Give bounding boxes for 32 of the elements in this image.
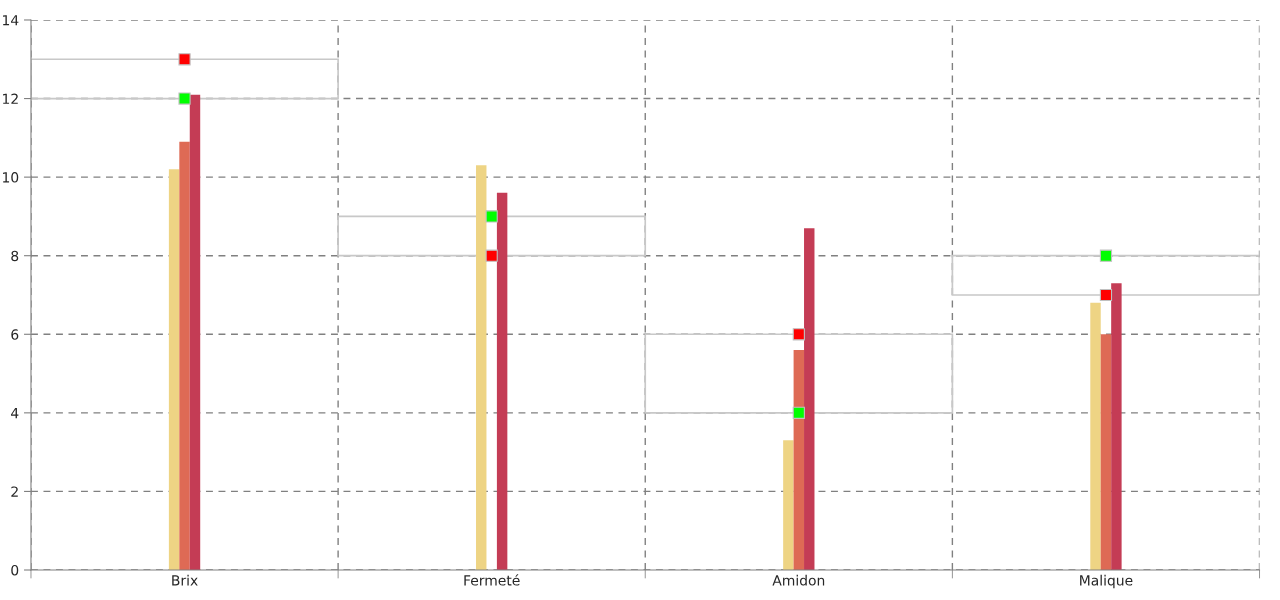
y-tick-label: 6 [11,329,19,340]
point [485,210,498,223]
x-tick-label: Brix [172,574,198,586]
bar [476,165,487,570]
point [792,328,805,341]
x-tick-label: Amidon [772,574,825,586]
bar [337,215,647,257]
y-tick-label: 4 [11,408,19,419]
bar [496,192,508,570]
bar [793,349,805,570]
bar [804,228,815,570]
point [1099,288,1113,302]
bar [783,440,794,570]
y-tick-label: 10 [3,172,19,183]
bar [189,94,201,570]
y-tick-label: 12 [3,93,18,104]
y-tick-label: 8 [11,250,19,262]
bar [168,169,180,570]
y-tick-label: 0 [11,564,19,576]
y-tick-label: 14 [3,15,19,26]
point [1099,249,1113,262]
bar [1111,283,1122,570]
point [792,406,805,419]
y-tick-label: 2 [11,486,18,497]
x-tick-label: Fermeté [464,574,520,586]
point [485,249,498,262]
x-tick-label: Malique [1080,574,1133,589]
bar [1100,334,1112,570]
point [178,92,191,105]
point [178,53,191,66]
bar [1090,302,1101,570]
bar [179,141,190,570]
